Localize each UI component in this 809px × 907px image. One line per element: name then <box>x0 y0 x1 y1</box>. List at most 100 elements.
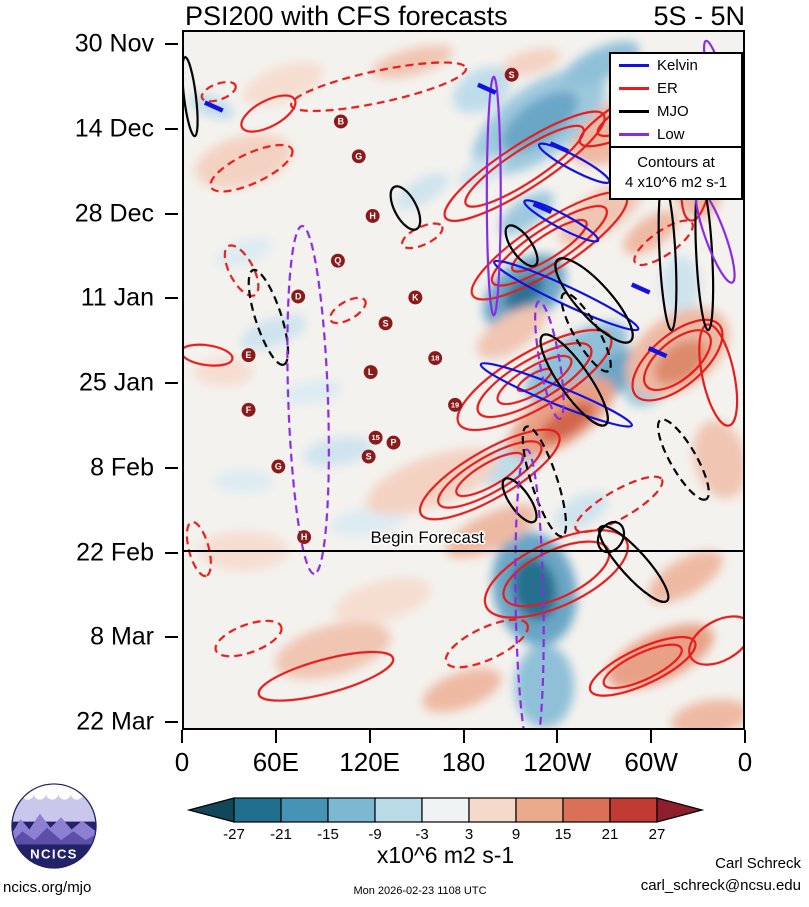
svg-text:H: H <box>369 211 375 221</box>
x-tick-mark <box>556 730 559 743</box>
colorbar-unit-label: x10^6 m2 s-1 <box>376 842 515 868</box>
ncics-logo: NCICS <box>11 783 97 869</box>
cyclone-marker <box>241 348 256 363</box>
x-tick-mark <box>274 730 277 743</box>
legend-entry-er: ER <box>611 77 741 100</box>
y-tick-label: 22 Mar <box>76 707 154 736</box>
y-tick-mark <box>165 127 178 130</box>
y-tick-mark <box>165 212 178 215</box>
y-tick-label: 8 Feb <box>90 453 154 482</box>
contour-note: Contours at 4 x10^6 m2 s-1 <box>611 146 741 198</box>
mjo-line-sample <box>619 110 649 113</box>
cyclone-marker <box>448 397 463 412</box>
begin-forecast-label: Begin Forecast <box>371 528 485 547</box>
cyclone-marker <box>291 289 306 304</box>
svg-text:G: G <box>355 151 362 161</box>
colorbar-tick-label: 15 <box>554 826 572 843</box>
low-line-sample <box>619 133 649 136</box>
cyclone-marker <box>363 365 378 380</box>
y-tick-mark <box>165 382 178 384</box>
y-tick-mark <box>165 466 178 469</box>
legend-label-er: ER <box>657 80 678 97</box>
colorbar-tick-label: 21 <box>601 826 619 843</box>
legend-label-low: Low <box>657 126 685 143</box>
y-tick-mark <box>165 43 178 45</box>
y-tick-label: 11 Jan <box>80 283 154 312</box>
x-tick-mark <box>462 730 465 743</box>
colorbar-tick-label: -9 <box>368 826 382 843</box>
svg-text:K: K <box>412 293 419 303</box>
svg-text:F: F <box>246 405 252 415</box>
contour-note-line1: Contours at <box>637 154 715 171</box>
svg-text:S: S <box>509 70 515 80</box>
contour-note-line2: 4 x10^6 m2 s-1 <box>624 174 728 191</box>
svg-text:B: B <box>338 117 345 127</box>
credit-name: Carl Schreck <box>715 855 801 872</box>
svg-text:L: L <box>368 367 374 377</box>
svg-text:H: H <box>301 532 307 542</box>
chart-title: PSI200 with CFS forecasts <box>185 1 508 31</box>
y-axis: 30 Nov 14 Dec 28 Dec 11 Jan 25 Jan 8 Feb 22 Fe… <box>0 29 180 736</box>
svg-text:E: E <box>246 350 252 360</box>
colorbar-tick-label: -15 <box>317 826 339 843</box>
svg-text:D: D <box>295 292 302 302</box>
svg-text:18: 18 <box>431 354 439 363</box>
y-tick-label: 30 Nov <box>74 29 154 58</box>
colorbar-svg <box>187 797 704 823</box>
legend-entry-kelvin: Kelvin <box>611 54 741 77</box>
x-tick-label: 120E <box>339 747 401 777</box>
y-tick-label: 22 Feb <box>76 538 154 566</box>
cyclone-markers: S B G H Q D K S E 18 L F 19 15 P S G H <box>241 67 519 545</box>
legend-label-kelvin: Kelvin <box>657 57 698 74</box>
colorbar-tick-label: -27 <box>223 826 245 843</box>
y-tick-mark <box>165 297 178 300</box>
x-tick-label: 0 <box>174 747 190 777</box>
y-tick-label: 28 Dec <box>74 199 154 227</box>
x-tick-mark <box>744 730 746 743</box>
svg-text:S: S <box>383 318 389 328</box>
latitude-range-label: 5S - 5N <box>653 1 745 31</box>
logo-text: NCICS <box>30 847 78 862</box>
x-tick-label: 60W <box>624 747 678 777</box>
cyclone-marker <box>368 430 383 445</box>
y-tick-label: 14 Dec <box>74 114 154 143</box>
site-caption: ncics.org/mjo <box>3 879 92 896</box>
legend-entry-low: Low <box>611 123 741 146</box>
cyclone-marker <box>361 449 376 464</box>
x-tick-mark <box>181 730 183 743</box>
x-axis: 0 60E 120E 180 120W 60W 0 <box>175 730 752 790</box>
y-tick-mark <box>165 721 178 723</box>
svg-text:G: G <box>275 462 282 472</box>
y-tick-mark <box>165 551 178 554</box>
x-tick-mark <box>368 730 371 743</box>
y-tick-mark <box>165 636 178 639</box>
cyclone-marker <box>378 316 393 331</box>
svg-text:Q: Q <box>334 256 341 266</box>
x-tick-label: 180 <box>441 747 486 777</box>
logo-mountains-front <box>12 827 96 848</box>
svg-text:15: 15 <box>371 433 379 442</box>
colorbar-tick-label: 27 <box>648 826 666 843</box>
legend-label-mjo: MJO <box>657 103 689 120</box>
colorbar-tick-label: 9 <box>511 826 521 843</box>
svg-text:19: 19 <box>451 400 459 409</box>
x-tick-label: 120W <box>523 747 592 777</box>
cyclone-marker <box>241 402 256 417</box>
timestamp: Mon 2026-02-23 1108 UTC <box>353 885 487 897</box>
cyclone-marker <box>297 530 312 545</box>
credit-email: carl_schreck@ncsu.edu <box>640 877 801 894</box>
er-line-sample <box>619 87 649 90</box>
y-tick-label: 8 Mar <box>90 622 154 651</box>
cyclone-marker <box>351 149 366 164</box>
cyclone-marker <box>428 351 443 366</box>
plot-area: Begin Forecast S B G H Q D K S E 18 L F 19 15 P S G H Kelv… <box>182 30 745 730</box>
legend-entry-mjo: MJO <box>611 100 741 123</box>
legend-entries: Kelvin ER MJO Low <box>611 54 741 146</box>
cyclone-marker <box>365 208 380 223</box>
cyclone-marker <box>408 290 423 305</box>
x-tick-mark <box>650 730 653 743</box>
legend-box: Kelvin ER MJO Low Contours at 4 x10^6 m2 s-… <box>609 52 743 200</box>
cyclone-marker <box>504 67 519 82</box>
y-tick-label: 25 Jan <box>78 368 154 397</box>
